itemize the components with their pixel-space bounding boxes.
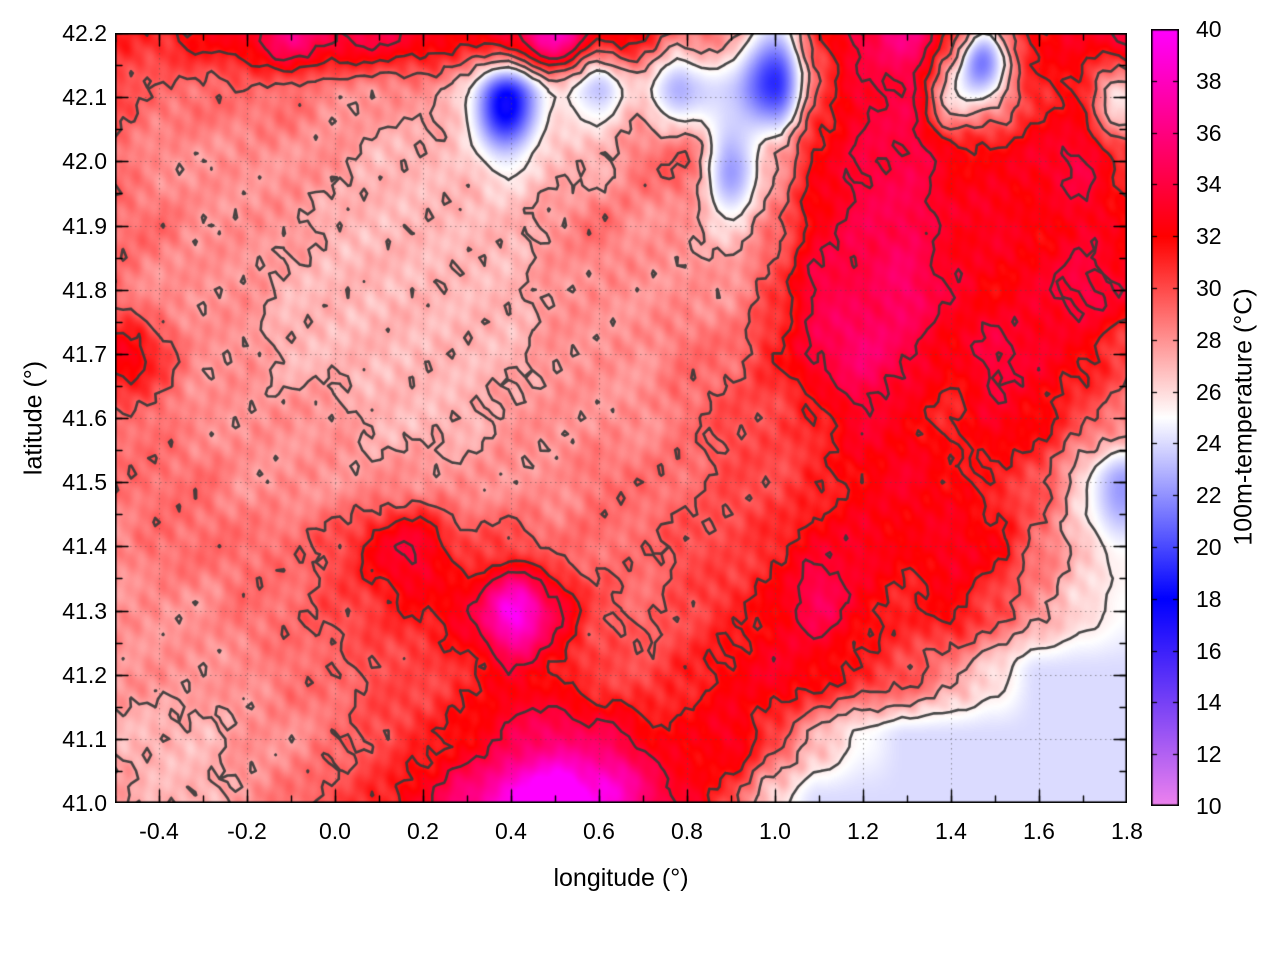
colorbar-tick-30: 30	[1196, 275, 1222, 301]
x-tick-0.2: 0.2	[407, 818, 439, 844]
colorbar-tick-12: 12	[1196, 741, 1222, 768]
x-tick--0.4: -0.4	[139, 818, 179, 844]
colorbar-tick-14: 14	[1196, 689, 1222, 716]
colorbar-tick-10: 10	[1196, 793, 1222, 819]
colorbar-gradient-canvas	[1151, 29, 1179, 806]
colorbar-tick-26: 26	[1196, 378, 1222, 405]
x-tick-0.6: 0.6	[583, 818, 615, 844]
y-tick-42.1: 42.1	[62, 84, 107, 111]
y-tick-41.3: 41.3	[62, 597, 107, 624]
colorbar-tick-18: 18	[1196, 585, 1222, 612]
temperature-heatmap-canvas	[115, 33, 1127, 803]
colorbar-tick-36: 36	[1196, 119, 1222, 146]
colorbar-tick-38: 38	[1196, 67, 1222, 94]
colorbar-tick-32: 32	[1196, 223, 1222, 250]
y-tick-41.2: 41.2	[62, 661, 107, 688]
y-tick-41.9: 41.9	[62, 212, 107, 239]
colorbar-tick-24: 24	[1196, 430, 1222, 457]
x-axis-label: longitude (°)	[553, 864, 689, 892]
x-tick-1.6: 1.6	[1023, 818, 1055, 844]
y-tick-41.8: 41.8	[62, 276, 107, 303]
y-tick-42.0: 42.0	[62, 148, 107, 175]
y-tick-41.7: 41.7	[62, 340, 107, 367]
colorbar-tick-34: 34	[1196, 171, 1222, 198]
y-tick-41.6: 41.6	[62, 405, 107, 431]
colorbar-tick-20: 20	[1196, 534, 1222, 560]
x-tick-1.2: 1.2	[847, 818, 879, 844]
x-tick-1.4: 1.4	[935, 818, 967, 844]
x-tick--0.2: -0.2	[227, 818, 267, 844]
colorbar-tick-40: 40	[1196, 16, 1222, 42]
y-tick-42.2: 42.2	[62, 20, 107, 46]
x-tick-0.8: 0.8	[671, 818, 703, 844]
y-tick-41.1: 41.1	[62, 725, 107, 752]
colorbar-tick-16: 16	[1196, 637, 1222, 664]
y-tick-41.0: 41.0	[62, 790, 107, 816]
y-tick-41.4: 41.4	[62, 533, 107, 560]
x-tick-0.4: 0.4	[495, 818, 527, 844]
colorbar-tick-28: 28	[1196, 326, 1222, 353]
colorbar-tick-22: 22	[1196, 482, 1222, 509]
y-tick-41.5: 41.5	[62, 469, 107, 496]
x-tick-0.0: 0.0	[319, 818, 351, 844]
x-tick-1.8: 1.8	[1111, 818, 1143, 844]
x-tick-1.0: 1.0	[759, 818, 791, 844]
